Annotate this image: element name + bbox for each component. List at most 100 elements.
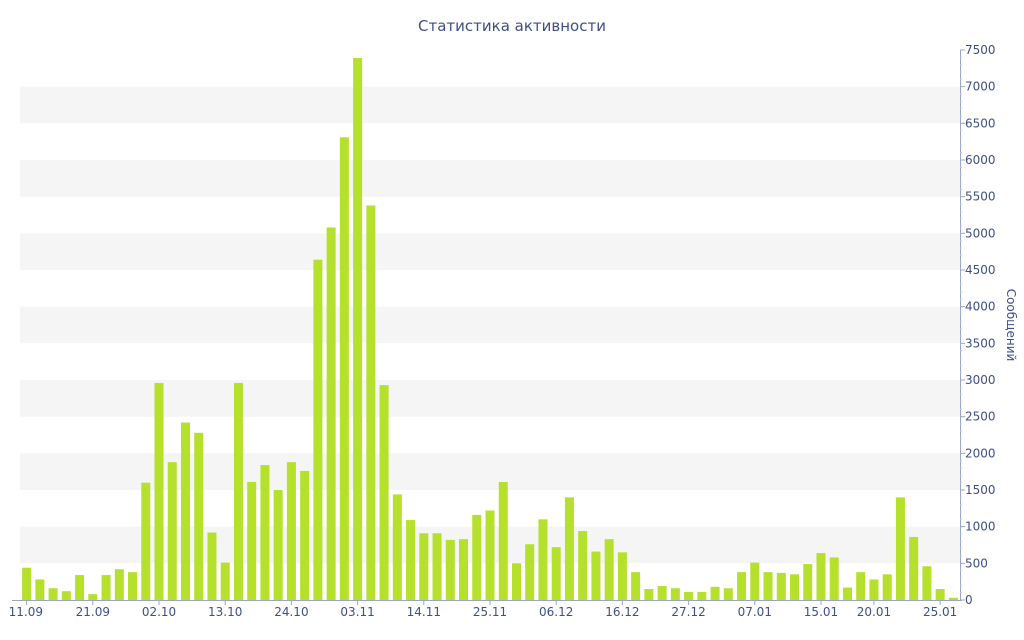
bar[interactable] [605,539,614,600]
x-ticks: 11.09 21.09 02.10 13.10 24.10 03.11 14.11 25.11… [9,600,958,619]
x-tick-label: 13.10 [208,605,242,619]
bar[interactable] [313,260,322,600]
bar[interactable] [35,579,44,600]
bar[interactable] [221,563,230,600]
bar[interactable] [22,568,31,600]
y-tick-label: 4000 [965,300,996,314]
bar[interactable] [181,423,190,600]
bar[interactable] [75,575,84,600]
bar[interactable] [936,589,945,600]
bar[interactable] [869,579,878,600]
bar[interactable] [234,383,243,600]
y-tick-label: 5000 [965,226,996,240]
bar[interactable] [194,433,203,600]
bar[interactable] [155,383,164,600]
bar[interactable] [949,598,958,600]
y-tick-label: 5500 [965,190,996,204]
bar[interactable] [366,205,375,600]
bar[interactable] [724,588,733,600]
bar[interactable] [803,564,812,600]
bar[interactable] [102,575,111,600]
bar[interactable] [287,462,296,600]
bar[interactable] [512,563,521,600]
bar[interactable] [141,483,150,600]
y-tick-label: 7500 [965,43,996,57]
bar[interactable] [843,588,852,600]
x-tick-label: 15.01 [804,605,838,619]
bar[interactable] [737,572,746,600]
bar[interactable] [433,533,442,600]
bar[interactable] [684,592,693,600]
bar[interactable] [764,572,773,600]
x-tick-label: 07.01 [738,605,772,619]
bar[interactable] [790,574,799,600]
chart-title: Статистика активности [418,17,606,35]
y-ticks: 0500100015002000250030003500400045005000… [960,43,996,607]
bar[interactable] [115,569,124,600]
bar[interactable] [538,519,547,600]
bar[interactable] [909,537,918,600]
bar[interactable] [62,591,71,600]
bar[interactable] [300,471,309,600]
bar[interactable] [168,462,177,600]
bar[interactable] [353,58,362,600]
x-tick-label: 14.11 [407,605,441,619]
x-tick-label: 24.10 [274,605,308,619]
x-tick-label: 11.09 [9,605,43,619]
bar[interactable] [777,573,786,600]
bar[interactable] [658,586,667,600]
bar[interactable] [459,539,468,600]
bar[interactable] [327,227,336,600]
bar[interactable] [128,572,137,600]
bar[interactable] [207,533,216,600]
y-tick-label: 3000 [965,373,996,387]
bar[interactable] [631,572,640,600]
bar[interactable] [260,465,269,600]
bar[interactable] [393,494,402,600]
bar[interactable] [552,547,561,600]
bar[interactable] [406,520,415,600]
bar[interactable] [274,490,283,600]
x-tick-label: 03.11 [340,605,374,619]
y-tick-label: 2500 [965,410,996,424]
bar[interactable] [883,574,892,600]
bar[interactable] [644,589,653,600]
x-tick-label: 16.12 [605,605,639,619]
x-tick-label: 20.01 [857,605,891,619]
y-tick-label: 4500 [965,263,996,277]
bar[interactable] [830,557,839,600]
bar[interactable] [446,540,455,600]
bar[interactable] [485,511,494,600]
bar[interactable] [750,563,759,600]
y-tick-label: 6500 [965,116,996,130]
bar[interactable] [419,533,428,600]
bar[interactable] [499,482,508,600]
bar[interactable] [380,385,389,600]
bar[interactable] [618,552,627,600]
bar[interactable] [896,497,905,600]
bar[interactable] [671,588,680,600]
bar[interactable] [591,552,600,600]
bar[interactable] [856,572,865,600]
x-tick-label: 02.10 [142,605,176,619]
bar[interactable] [525,544,534,600]
bar[interactable] [88,594,97,600]
x-tick-label: 06.12 [539,605,573,619]
x-tick-label: 27.12 [671,605,705,619]
bar[interactable] [472,515,481,600]
x-tick-label: 25.01 [923,605,957,619]
y-axis-label: Сообщений [1004,289,1018,362]
bar[interactable] [565,497,574,600]
bar[interactable] [578,531,587,600]
bar[interactable] [922,566,931,600]
y-tick-label: 6000 [965,153,996,167]
bar[interactable] [247,482,256,600]
bar[interactable] [711,587,720,600]
bar[interactable] [49,588,58,600]
bar[interactable] [340,137,349,600]
bar[interactable] [697,592,706,600]
background-band [20,87,960,124]
bar[interactable] [816,553,825,600]
y-tick-label: 500 [965,556,988,570]
